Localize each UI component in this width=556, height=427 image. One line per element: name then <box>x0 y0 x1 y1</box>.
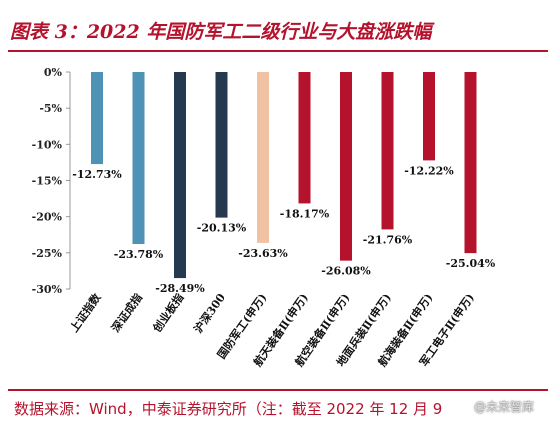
bar <box>257 72 269 243</box>
bar <box>132 72 145 245</box>
data-label: -21.76% <box>363 233 413 246</box>
data-label: -26.08% <box>321 265 371 278</box>
data-label: -28.49% <box>155 282 205 295</box>
bar <box>340 72 352 261</box>
data-label: -12.22% <box>404 164 454 177</box>
y-tick-label: -15% <box>32 175 63 188</box>
bar <box>298 72 311 204</box>
bar <box>381 72 394 230</box>
bar <box>174 72 186 279</box>
data-label: -12.73% <box>72 168 122 181</box>
bar-chart: 0% -5% -10% -15% -20% -25% -30% -12.73% 上证指数 -23.… <box>32 66 496 369</box>
data-label: -18.17% <box>280 207 330 220</box>
chart-title: 图表 3：2022 年国防军工二级行业与大盘涨跌幅 <box>10 21 432 43</box>
bar <box>464 72 477 254</box>
data-label: -20.13% <box>197 222 247 235</box>
bar <box>215 72 228 218</box>
data-label: -23.78% <box>114 248 164 261</box>
y-tick-label: -20% <box>32 211 63 224</box>
y-tick-label: -25% <box>32 247 63 260</box>
title-divider <box>8 50 548 52</box>
x-category-label: 深证成指 <box>108 291 145 335</box>
source-note: 数据来源：Wind，中泰证券研究所（注：截至 2022 年 12 月 9 <box>14 400 443 418</box>
data-label: -23.63% <box>238 247 288 260</box>
watermark: @未来智库 <box>474 400 535 414</box>
x-category-label: 沪深300 <box>191 290 228 335</box>
bar <box>423 72 435 161</box>
data-label: -25.04% <box>446 257 496 270</box>
bar <box>91 72 103 165</box>
x-category-label: 创业板指 <box>149 291 186 336</box>
x-category-label: 上证指数 <box>67 290 104 335</box>
y-tick-label: -5% <box>39 102 62 115</box>
y-tick-label: -30% <box>32 283 63 296</box>
y-tick-label: 0% <box>44 66 63 79</box>
y-tick-label: -10% <box>32 138 63 151</box>
source-divider <box>8 389 548 391</box>
